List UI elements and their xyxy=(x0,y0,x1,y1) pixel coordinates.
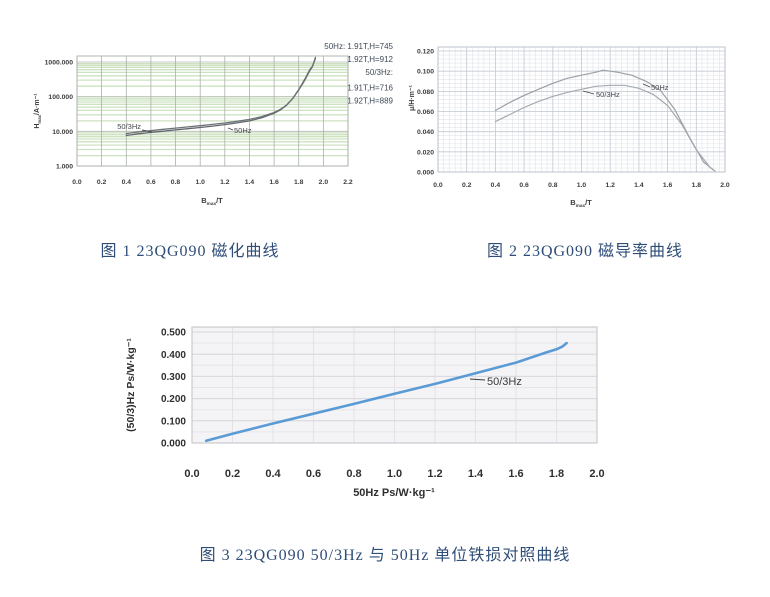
svg-text:0.060: 0.060 xyxy=(417,109,434,116)
svg-text:0.200: 0.200 xyxy=(161,394,186,405)
svg-text:0.0: 0.0 xyxy=(72,179,82,186)
svg-text:Bmax/T: Bmax/T xyxy=(201,196,223,206)
svg-text:1.0: 1.0 xyxy=(195,179,205,186)
svg-text:2.0: 2.0 xyxy=(319,179,329,186)
svg-text:50/3Hz: 50/3Hz xyxy=(596,90,620,99)
svg-text:2.0: 2.0 xyxy=(589,468,604,480)
svg-text:0.4: 0.4 xyxy=(122,179,132,186)
figure3-iron-loss-comparison-chart: 50/3Hz 0.0 0.2 0.4 0.6 0.8 1.0 1.2 1.4 1.6 1.8 2.0 0… xyxy=(125,326,605,499)
svg-text:0.8: 0.8 xyxy=(171,179,181,186)
svg-text:100.000: 100.000 xyxy=(48,94,73,101)
svg-text:0.0: 0.0 xyxy=(433,182,443,189)
svg-text:0.040: 0.040 xyxy=(417,129,434,136)
svg-text:0.100: 0.100 xyxy=(161,416,186,427)
svg-text:0.000: 0.000 xyxy=(417,169,434,176)
svg-text:1.8: 1.8 xyxy=(549,468,564,480)
svg-text:0.000: 0.000 xyxy=(161,439,186,450)
svg-text:0.6: 0.6 xyxy=(519,182,529,189)
svg-text:Bmax/T: Bmax/T xyxy=(570,198,592,208)
svg-text:0.020: 0.020 xyxy=(417,149,434,156)
svg-text:1.0: 1.0 xyxy=(387,468,402,480)
svg-text:1.6: 1.6 xyxy=(663,182,673,189)
svg-text:2.2: 2.2 xyxy=(343,179,353,186)
figure2-caption: 图 2 23QG090 磁导率曲线 xyxy=(486,243,684,260)
svg-text:0.100: 0.100 xyxy=(417,69,434,76)
svg-text:1.8: 1.8 xyxy=(294,179,304,186)
svg-text:1.2: 1.2 xyxy=(220,179,230,186)
svg-text:50Hz: 50Hz xyxy=(651,83,669,92)
svg-text:50/3Hz: 50/3Hz xyxy=(117,122,141,131)
svg-text:μ/H·m⁻¹: μ/H·m⁻¹ xyxy=(409,84,416,111)
svg-text:50Hz: 50Hz xyxy=(234,126,252,135)
svg-text:0.6: 0.6 xyxy=(306,468,321,480)
svg-text:0.080: 0.080 xyxy=(417,89,434,96)
svg-text:1.91T,H=716: 1.91T,H=716 xyxy=(347,84,393,93)
svg-text:1.6: 1.6 xyxy=(508,468,523,480)
svg-text:0.8: 0.8 xyxy=(548,182,558,189)
svg-text:1.92T,H=912: 1.92T,H=912 xyxy=(347,55,393,64)
figure2-permeability-curve-chart: 50/3Hz 50Hz 0.0 0.2 0.4 0.6 0.8 1.0 1.2 1.4 1.6 1.8… xyxy=(409,46,730,208)
svg-text:1000.000: 1000.000 xyxy=(45,59,74,66)
svg-text:0.500: 0.500 xyxy=(161,328,186,339)
svg-text:2.0: 2.0 xyxy=(720,182,730,189)
svg-text:Hmax/A·m⁻¹: Hmax/A·m⁻¹ xyxy=(34,93,42,129)
svg-text:1.92T,H=889: 1.92T,H=889 xyxy=(347,97,393,106)
svg-text:(50/3)Hz Ps/W·kg⁻¹: (50/3)Hz Ps/W·kg⁻¹ xyxy=(125,338,137,432)
svg-text:1.2: 1.2 xyxy=(427,468,442,480)
figure1-caption: 图 1 23QG090 磁化曲线 xyxy=(100,243,280,260)
svg-text:1.0: 1.0 xyxy=(577,182,587,189)
svg-text:0.120: 0.120 xyxy=(417,49,434,56)
figure3-caption: 图 3 23QG090 50/3Hz 与 50Hz 单位铁损对照曲线 xyxy=(199,547,571,564)
svg-text:1.8: 1.8 xyxy=(692,182,702,189)
svg-text:1.2: 1.2 xyxy=(605,182,615,189)
svg-text:0.2: 0.2 xyxy=(462,182,472,189)
svg-text:1.4: 1.4 xyxy=(245,179,255,186)
svg-text:0.0: 0.0 xyxy=(184,468,199,480)
svg-text:50/3Hz: 50/3Hz xyxy=(487,376,522,388)
svg-text:0.300: 0.300 xyxy=(161,372,186,383)
svg-text:0.6: 0.6 xyxy=(146,179,156,186)
svg-text:0.2: 0.2 xyxy=(97,179,107,186)
svg-text:0.4: 0.4 xyxy=(491,182,501,189)
svg-text:0.8: 0.8 xyxy=(346,468,361,480)
svg-text:50Hz: 1.91T,H=745: 50Hz: 1.91T,H=745 xyxy=(324,42,393,51)
svg-text:1.4: 1.4 xyxy=(634,182,644,189)
svg-text:1.4: 1.4 xyxy=(468,468,484,480)
svg-text:1.6: 1.6 xyxy=(269,179,279,186)
svg-text:50Hz Ps/W·kg⁻¹: 50Hz Ps/W·kg⁻¹ xyxy=(353,487,435,499)
svg-text:1.000: 1.000 xyxy=(56,163,73,170)
svg-text:50/3Hz:: 50/3Hz: xyxy=(365,68,393,77)
svg-text:0.400: 0.400 xyxy=(161,350,186,361)
svg-text:0.4: 0.4 xyxy=(265,468,281,480)
svg-text:0.2: 0.2 xyxy=(225,468,240,480)
figure1-magnetization-curve-chart: 50/3Hz 50Hz 50Hz: 1.91T,H=745 1.92T,H=912 50… xyxy=(34,42,394,206)
svg-text:10.000: 10.000 xyxy=(52,129,73,136)
